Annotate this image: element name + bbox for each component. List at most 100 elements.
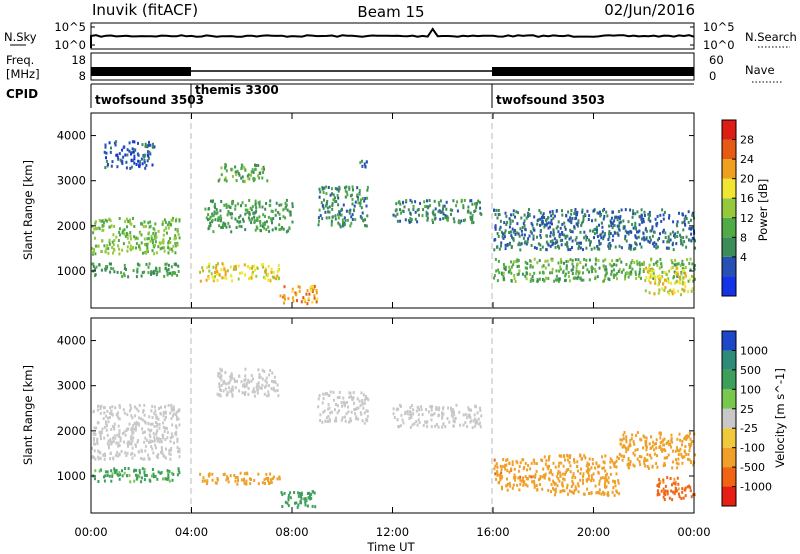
heatmap-cell [567, 259, 570, 263]
heatmap-cell [148, 140, 150, 144]
heatmap-cell [228, 380, 231, 384]
heatmap-cell [607, 493, 610, 497]
heatmap-cell [643, 459, 646, 463]
heatmap-cell [169, 271, 172, 275]
heatmap-cell [666, 279, 669, 283]
heatmap-cell [672, 288, 675, 292]
heatmap-cell [148, 478, 151, 482]
heatmap-cell [580, 467, 582, 471]
heatmap-cell [99, 456, 102, 460]
heatmap-cell [572, 491, 575, 495]
heatmap-cell [158, 241, 161, 245]
heatmap-cell [131, 446, 134, 450]
heatmap-cell [243, 379, 246, 382]
heatmap-cell [655, 224, 658, 228]
heatmap-cell [597, 465, 600, 469]
heatmap-cell [396, 219, 399, 223]
heatmap-cell [278, 477, 281, 481]
heatmap-cell [452, 419, 455, 423]
heatmap-cell [526, 262, 529, 266]
heatmap-cell [143, 220, 146, 224]
heatmap-cell [330, 221, 333, 225]
heatmap-cell [94, 273, 97, 277]
heatmap-cell [130, 406, 132, 410]
heatmap-cell [474, 421, 477, 425]
heatmap-cell [96, 438, 99, 442]
heatmap-cell [519, 478, 522, 482]
heatmap-cell [586, 468, 589, 472]
heatmap-cell [126, 474, 128, 478]
heatmap-cell [638, 460, 641, 464]
heatmap-cell [458, 221, 461, 225]
heatmap-cell [170, 407, 173, 410]
heatmap-cell [284, 500, 287, 504]
nave-tick-high: 60 [709, 53, 724, 67]
heatmap-cell [660, 262, 663, 266]
heatmap-cell [100, 437, 102, 441]
heatmap-cell [304, 503, 307, 507]
heatmap-cell [146, 237, 149, 241]
heatmap-cell [133, 148, 136, 152]
heatmap-cell [129, 166, 132, 170]
heatmap-cell [610, 264, 613, 268]
heatmap-cell [557, 244, 559, 248]
heatmap-cell [677, 487, 680, 491]
heatmap-cell [236, 482, 239, 486]
heatmap-cell [345, 190, 348, 194]
heatmap-cell [616, 231, 619, 235]
heatmap-cell [404, 410, 407, 414]
heatmap-cell [254, 211, 257, 214]
heatmap-cell [557, 277, 560, 281]
heatmap-cell [675, 263, 678, 267]
heatmap-cell [573, 458, 575, 461]
heatmap-cell [361, 164, 364, 168]
heatmap-cell [248, 199, 251, 202]
heatmap-cell [144, 421, 147, 425]
heatmap-cell [639, 242, 642, 246]
heatmap-cell [109, 457, 111, 461]
heatmap-cell [662, 228, 665, 232]
heatmap-cell [264, 207, 267, 211]
heatmap-cell [359, 201, 362, 205]
heatmap-cell [678, 211, 680, 215]
heatmap-cell [433, 217, 436, 221]
heatmap-cell [361, 401, 364, 404]
heatmap-cell [250, 170, 253, 174]
heatmap-cell [411, 404, 414, 408]
heatmap-cell [645, 266, 648, 270]
colorbar-tick-label: 500 [740, 364, 761, 377]
heatmap-cell [132, 150, 135, 154]
heatmap-cell [683, 289, 686, 293]
heatmap-cell [669, 232, 672, 236]
heatmap-cell [553, 214, 556, 218]
heatmap-cell [516, 258, 519, 262]
heatmap-cell [304, 300, 307, 304]
heatmap-cell [678, 432, 681, 436]
heatmap-cell [671, 440, 674, 444]
heatmap-cell [684, 266, 687, 269]
heatmap-cell [141, 143, 144, 147]
heatmap-cell [363, 401, 366, 405]
heatmap-cell [506, 482, 509, 486]
heatmap-cell [464, 421, 467, 425]
heatmap-cell [516, 231, 519, 235]
heatmap-cell [683, 455, 686, 459]
heatmap-cell [291, 202, 294, 206]
heatmap-cell [230, 389, 233, 393]
heatmap-cell [462, 206, 465, 210]
heatmap-cell [627, 457, 630, 461]
heatmap-cell [330, 219, 333, 223]
heatmap-cell [410, 416, 413, 419]
velocity-heatmap [91, 367, 696, 509]
heatmap-cell [562, 269, 565, 273]
heatmap-cell [426, 425, 429, 429]
heatmap-cell [178, 409, 181, 413]
heatmap-cell [681, 282, 684, 286]
heatmap-cell [145, 164, 148, 167]
heatmap-cell [627, 466, 630, 470]
heatmap-cell [586, 461, 589, 465]
heatmap-cell [571, 262, 574, 266]
heatmap-cell [594, 484, 597, 488]
heatmap-cell [567, 210, 570, 214]
heatmap-cell [331, 192, 333, 196]
